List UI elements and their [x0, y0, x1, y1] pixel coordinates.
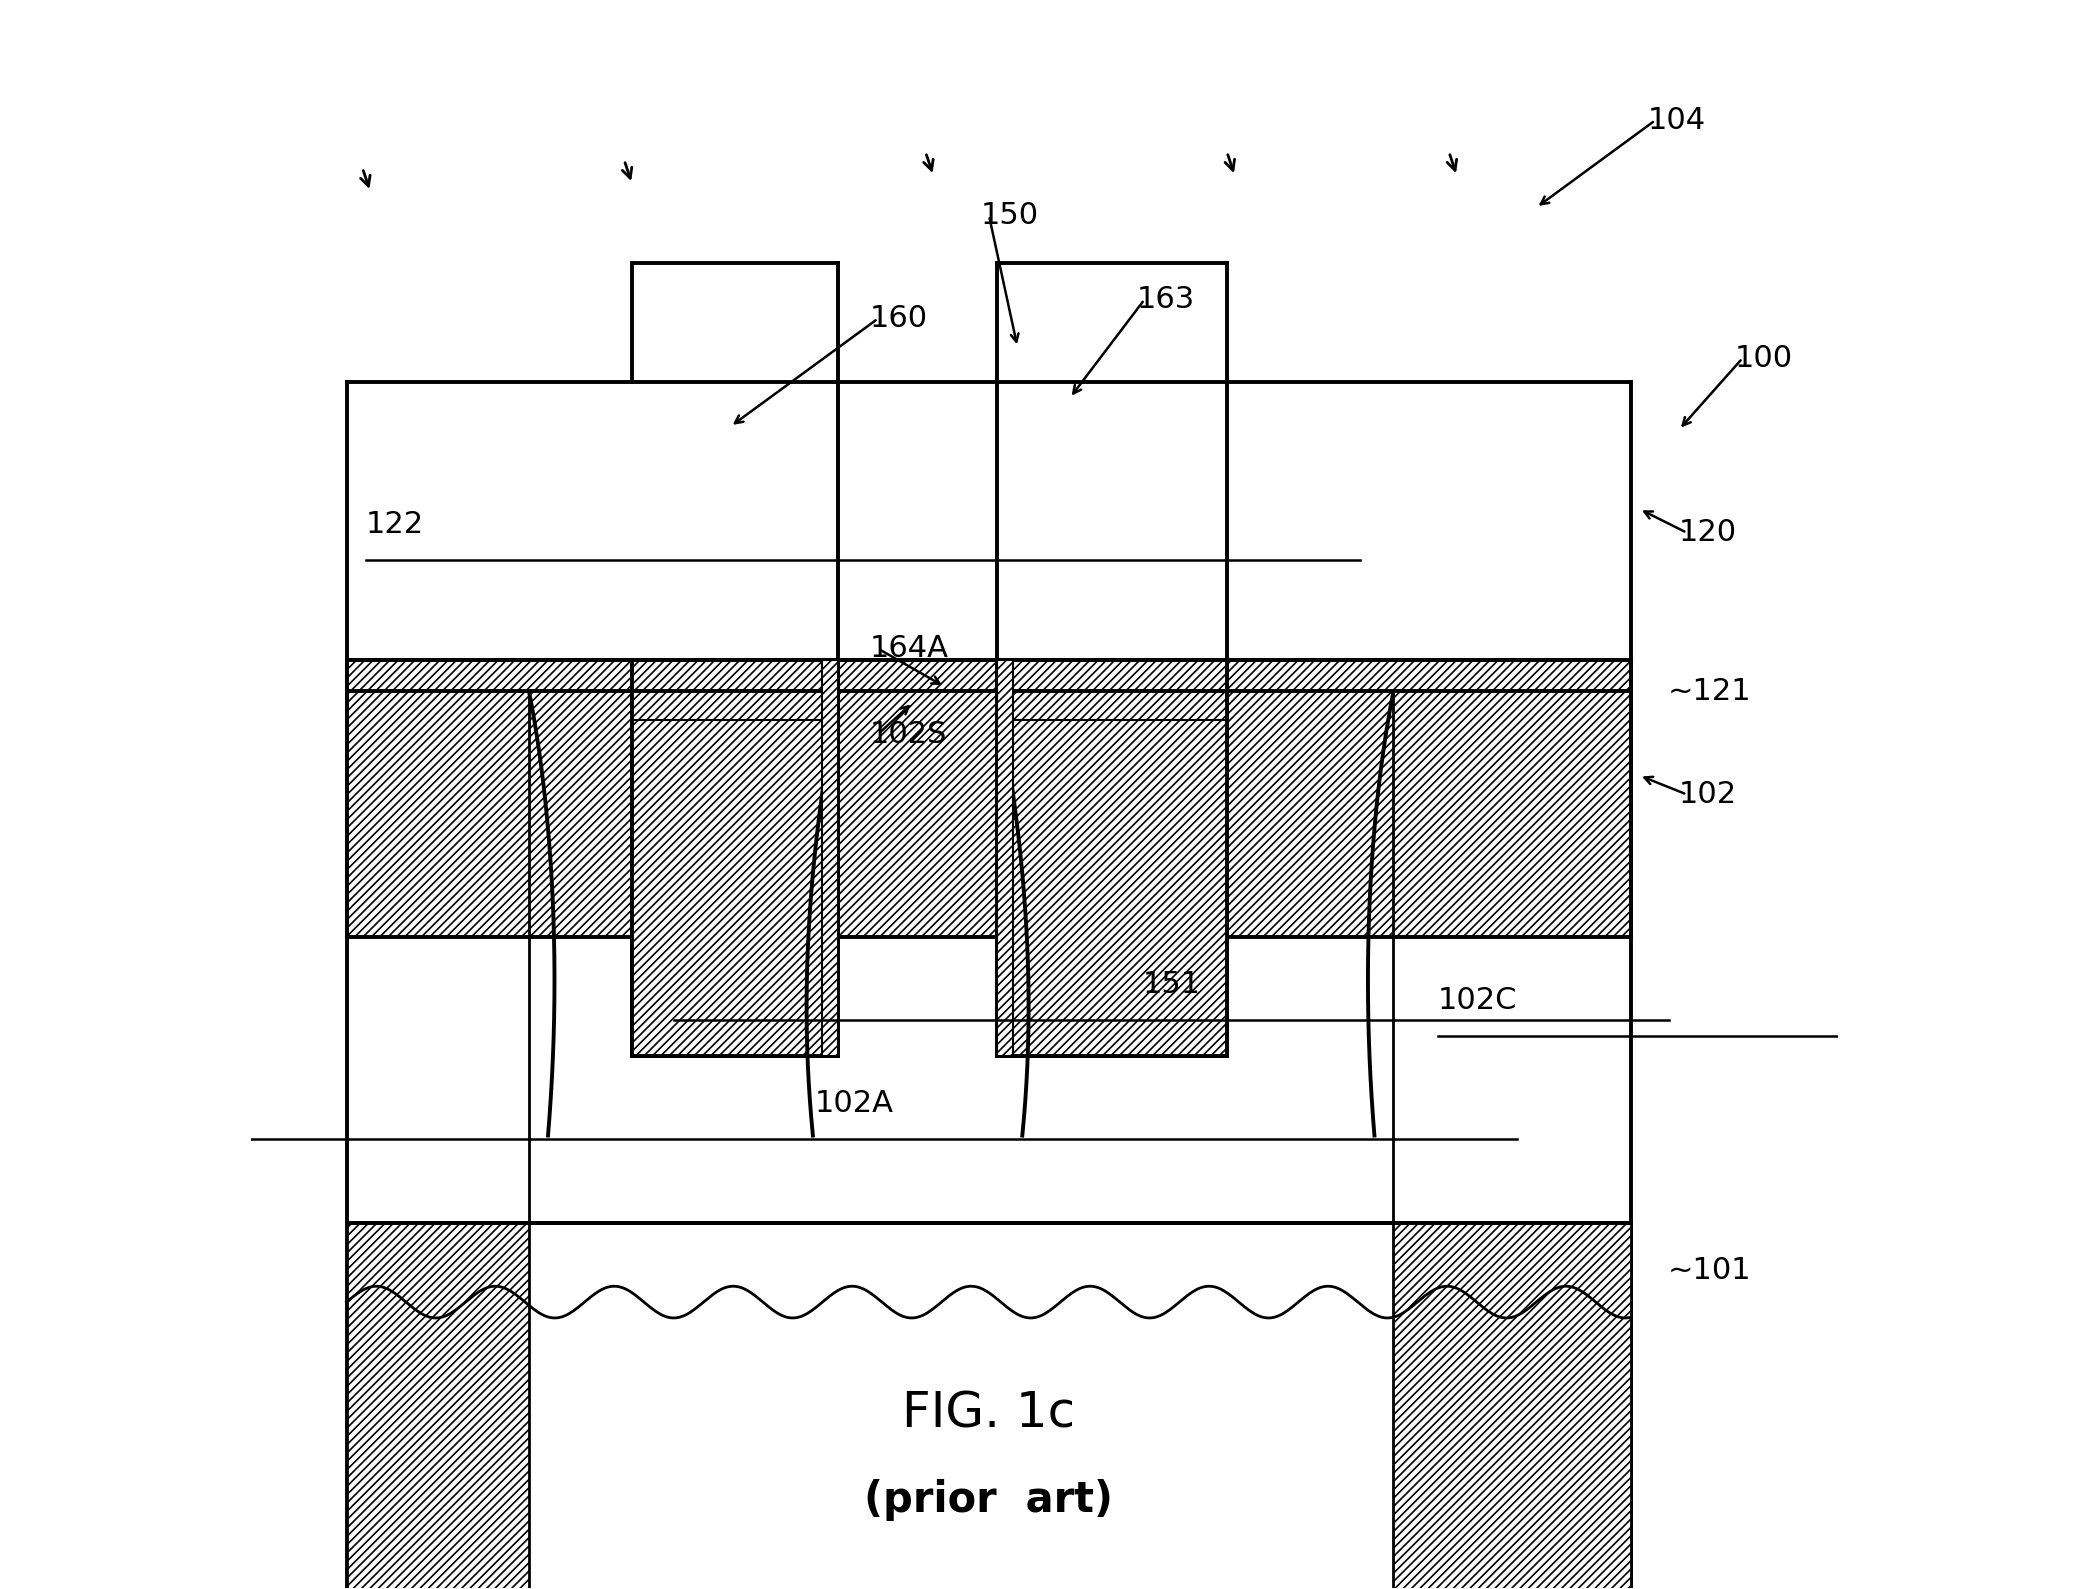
Text: 104: 104	[1648, 106, 1705, 135]
Text: 102S: 102S	[869, 720, 948, 748]
Bar	[996, 659, 1226, 1057]
Text: 120: 120	[1680, 518, 1738, 547]
Text: 164A: 164A	[869, 634, 948, 663]
Text: 102: 102	[1680, 780, 1738, 809]
Text: ~121: ~121	[1667, 677, 1751, 706]
Bar	[1393, 1224, 1632, 1589]
Text: ~101: ~101	[1667, 1255, 1751, 1286]
Text: 151: 151	[1143, 971, 1201, 999]
Bar	[633, 659, 838, 1057]
Bar	[996, 659, 1226, 938]
Bar	[347, 659, 1632, 938]
Text: FIG. 1c: FIG. 1c	[902, 1389, 1076, 1436]
Bar	[996, 659, 1013, 1057]
Bar	[996, 659, 1226, 1057]
Bar	[347, 1224, 1632, 1589]
Text: 102C: 102C	[1437, 987, 1517, 1015]
Text: 163: 163	[1136, 284, 1195, 315]
Bar	[347, 1224, 529, 1589]
Bar	[823, 659, 838, 1057]
Bar	[996, 720, 1226, 748]
Text: 160: 160	[869, 303, 928, 334]
Bar	[633, 659, 838, 938]
Bar	[1001, 658, 1224, 720]
Bar	[635, 658, 836, 720]
Text: 102A: 102A	[815, 1090, 894, 1119]
Text: 100: 100	[1734, 343, 1792, 373]
Text: (prior  art): (prior art)	[865, 1479, 1113, 1521]
Bar	[633, 720, 838, 748]
Text: 122: 122	[366, 510, 424, 539]
Text: 150: 150	[982, 202, 1038, 230]
Bar	[633, 659, 838, 1057]
